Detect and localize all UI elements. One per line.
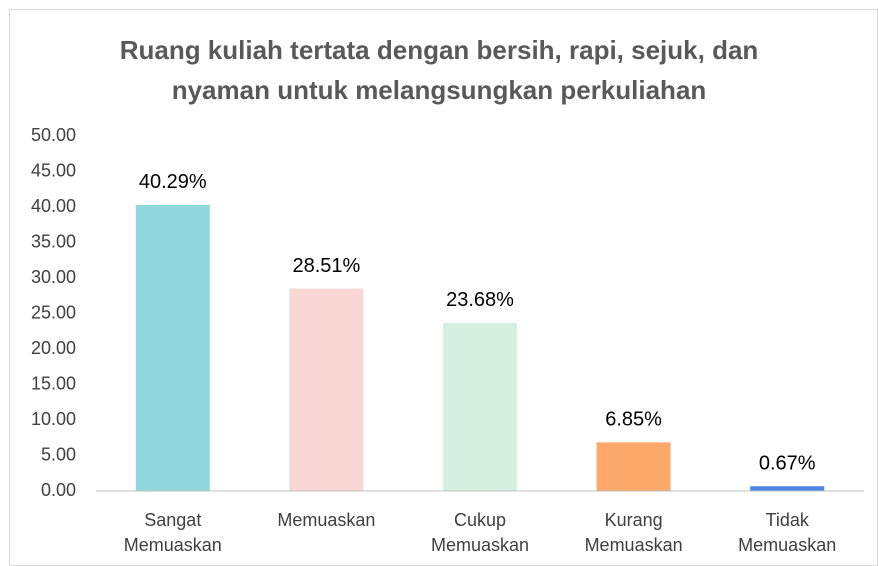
bar bbox=[289, 288, 364, 491]
y-tick-label: 35.00 bbox=[31, 231, 76, 251]
data-label: 40.29% bbox=[139, 171, 207, 193]
data-label: 0.67% bbox=[759, 453, 816, 475]
data-label: 28.51% bbox=[292, 255, 360, 277]
x-tick-label: Memuaskan bbox=[277, 510, 375, 530]
y-tick-label: 20.00 bbox=[31, 338, 76, 358]
y-tick-label: 0.00 bbox=[41, 480, 76, 500]
x-tick-label-line: Memuaskan bbox=[124, 535, 222, 555]
x-tick-label-line: Memuaskan bbox=[585, 535, 683, 555]
y-tick-label: 50.00 bbox=[31, 125, 76, 145]
x-tick-label-line: Memuaskan bbox=[431, 535, 529, 555]
data-label: 6.85% bbox=[605, 409, 662, 431]
y-tick-label: 30.00 bbox=[31, 267, 76, 287]
x-tick-label: Cukup Memuaskan bbox=[431, 510, 529, 555]
y-tick-label: 45.00 bbox=[31, 160, 76, 180]
bar bbox=[135, 204, 210, 492]
x-tick-label-line: Sangat bbox=[144, 510, 201, 530]
y-tick-label: 40.00 bbox=[31, 196, 76, 216]
y-tick-label: 15.00 bbox=[31, 373, 76, 393]
x-tick-label-line: Cukup bbox=[454, 510, 506, 530]
bar bbox=[750, 486, 825, 491]
data-label: 23.68% bbox=[446, 289, 514, 311]
x-tick-label-line: Memuaskan bbox=[277, 510, 375, 530]
y-tick-label: 5.00 bbox=[41, 444, 76, 464]
x-tick-label: Tidak Memuaskan bbox=[738, 510, 836, 555]
y-tick-label: 10.00 bbox=[31, 409, 76, 429]
x-tick-label: Sangat Memuaskan bbox=[124, 510, 222, 555]
x-tick-label-line: Memuaskan bbox=[738, 535, 836, 555]
y-tick-label: 25.00 bbox=[31, 302, 76, 322]
x-tick-label-line: Tidak bbox=[766, 510, 810, 530]
x-tick-label: Kurang Memuaskan bbox=[585, 510, 683, 555]
bar bbox=[443, 322, 517, 491]
chart-title: Ruang kuliah tertata dengan bersih, rapi… bbox=[119, 35, 759, 105]
bar bbox=[596, 442, 671, 491]
x-tick-label-line: Kurang bbox=[605, 510, 663, 530]
